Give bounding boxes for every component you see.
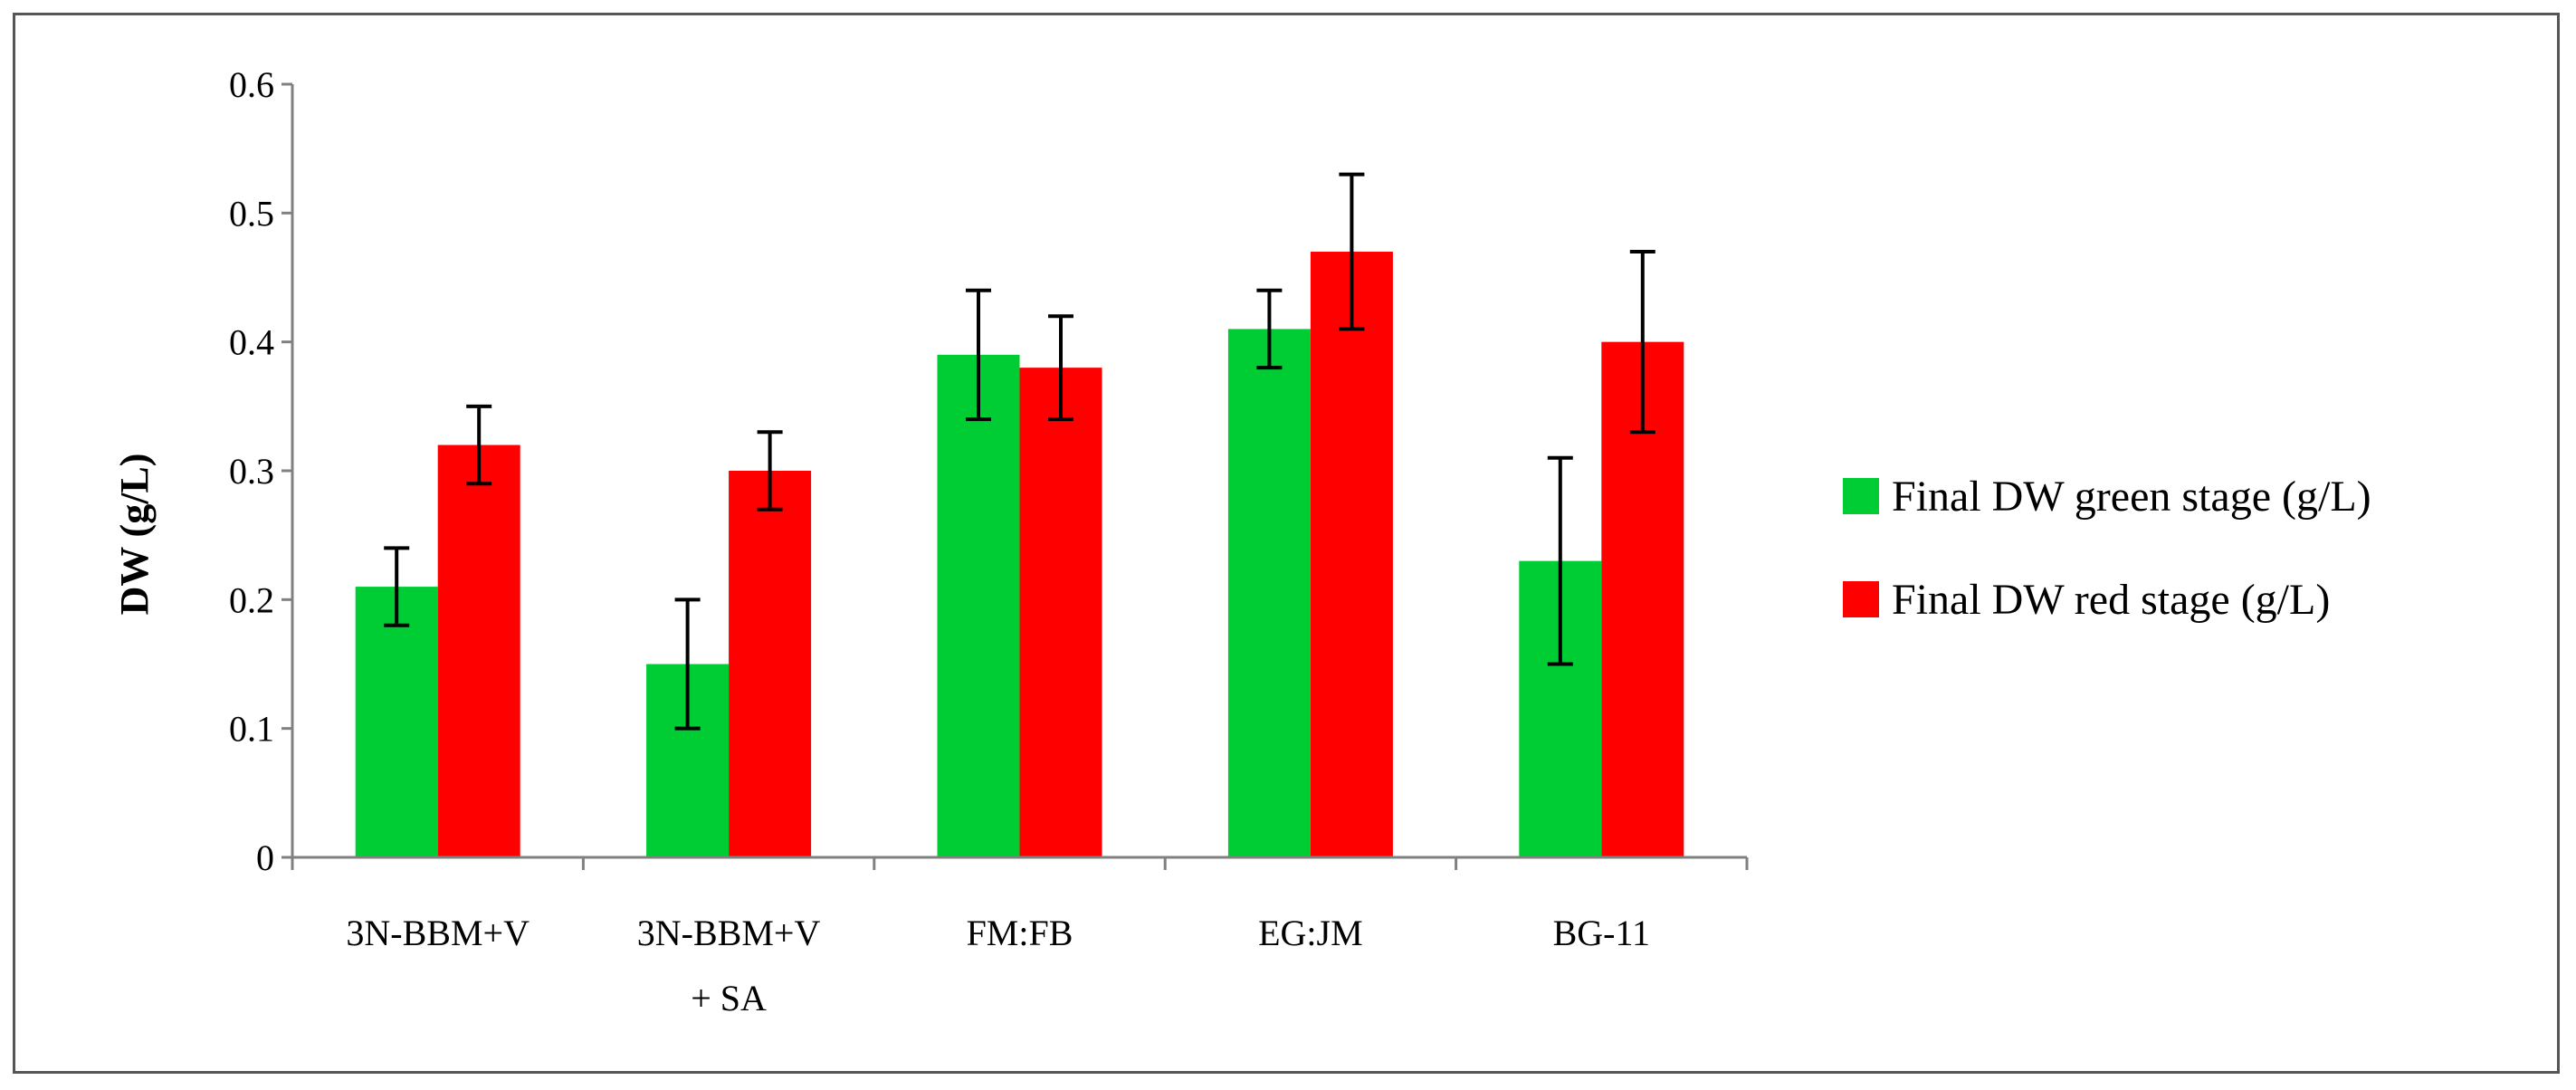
red-stage-bar xyxy=(1310,252,1393,857)
y-tick-label: 0.6 xyxy=(229,64,274,105)
legend-swatch xyxy=(1843,478,1879,514)
legend-swatch xyxy=(1843,581,1879,617)
y-tick-label: 0.2 xyxy=(229,579,274,620)
y-tick-label: 0.1 xyxy=(229,709,274,750)
y-axis-ticks: 0 0.1 0.2 0.3 0.4 0.5 0.6 xyxy=(229,64,292,878)
error-bar xyxy=(1256,288,1283,370)
legend-item: Final DW red stage (g/L) xyxy=(1843,576,2330,624)
legend-label: Final DW red stage (g/L) xyxy=(1892,576,2330,624)
error-bar xyxy=(1547,455,1573,666)
axes xyxy=(291,84,1749,870)
x-category-label: BG-11 xyxy=(1553,913,1650,953)
green-stage-bar xyxy=(937,354,1020,857)
red-stage-bar xyxy=(729,471,812,857)
error-bar xyxy=(384,546,410,627)
x-category-label: 3N-BBM+V xyxy=(346,913,530,953)
y-tick-label: 0.3 xyxy=(229,451,274,492)
error-bar xyxy=(466,404,492,486)
x-category-label: + SA xyxy=(691,978,767,1018)
x-category-label: 3N-BBM+V xyxy=(637,913,821,953)
y-tick-label: 0.5 xyxy=(229,193,274,234)
legend: Final DW green stage (g/L) Final DW red s… xyxy=(1843,473,2371,624)
red-stage-bar xyxy=(1019,368,1102,858)
green-stage-bar xyxy=(355,587,438,857)
legend-item: Final DW green stage (g/L) xyxy=(1843,473,2371,521)
y-axis-title: DW (g/L) xyxy=(112,454,157,616)
x-axis-labels: 3N-BBM+V 3N-BBM+V + SA FM:FB EG:JM BG-11 xyxy=(346,913,1650,1018)
error-bar xyxy=(1629,250,1655,435)
green-stage-bar xyxy=(1227,329,1311,857)
legend-label: Final DW green stage (g/L) xyxy=(1892,473,2371,521)
error-bar xyxy=(674,598,701,731)
error-bar xyxy=(1339,172,1365,331)
error-bar xyxy=(757,430,783,512)
y-tick-label: 0.4 xyxy=(229,322,274,363)
error-bar xyxy=(1048,314,1073,422)
error-bars xyxy=(384,172,1655,731)
x-category-label: EG:JM xyxy=(1258,913,1363,953)
error-bar xyxy=(966,288,991,422)
red-stage-bar xyxy=(437,445,520,857)
x-category-label: FM:FB xyxy=(967,913,1073,953)
y-tick-label: 0 xyxy=(256,837,274,878)
bars xyxy=(355,252,1684,858)
